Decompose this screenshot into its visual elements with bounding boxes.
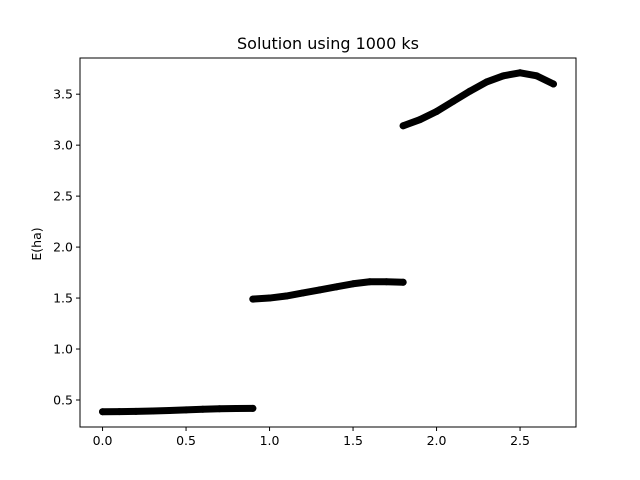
y-tick-label: 2.5 — [53, 189, 73, 204]
y-tick-label: 1.5 — [53, 291, 73, 306]
data-point — [199, 405, 207, 413]
data-point — [115, 408, 123, 416]
x-tick-label: 2.0 — [427, 433, 447, 448]
data-point — [266, 294, 274, 302]
y-tick-label: 2.0 — [53, 240, 73, 255]
axes: 0.0 0.5 1.0 1.5 2.0 2.5 0.5 1.0 1.5 2.0 2.5 3.0 3.5 — [53, 57, 577, 448]
data-point — [533, 72, 541, 80]
data-point — [316, 286, 324, 294]
y-tick-label: 0.5 — [53, 392, 73, 407]
data-point — [516, 69, 524, 77]
series-0-segment-0-line — [99, 404, 257, 416]
data-point — [366, 278, 374, 286]
y-axis-label: E(ha) — [29, 227, 44, 260]
y-tick-label: 1.0 — [53, 342, 73, 357]
data-point — [449, 97, 457, 105]
x-tick-label: 2.5 — [510, 433, 530, 448]
chart-title: Solution using 1000 ks — [237, 34, 419, 53]
data-point — [382, 278, 390, 286]
plot-area — [99, 69, 557, 416]
y-tick-label: 3.5 — [53, 87, 73, 102]
x-tick-label: 1.5 — [343, 433, 363, 448]
data-point — [99, 408, 107, 416]
data-point — [433, 108, 441, 116]
data-point — [232, 404, 240, 412]
data-point — [282, 292, 290, 300]
series-0-segment-2-line — [399, 69, 557, 130]
data-point — [249, 404, 257, 412]
data-point — [182, 406, 190, 414]
axes-frame — [79, 57, 577, 428]
series-0-segment-1-line — [249, 278, 407, 303]
data-point — [132, 407, 140, 415]
data-point — [149, 407, 157, 415]
data-point — [165, 406, 173, 414]
data-point — [466, 87, 474, 95]
data-point — [416, 116, 424, 124]
data-point — [349, 280, 357, 288]
y-tick-label: 3.0 — [53, 138, 73, 153]
data-point — [299, 289, 307, 297]
data-point — [399, 278, 407, 286]
data-point — [483, 78, 491, 86]
data-point — [332, 283, 340, 291]
data-point — [549, 80, 557, 88]
x-tick-label: 1.0 — [260, 433, 280, 448]
data-point — [499, 72, 507, 80]
data-point — [399, 122, 407, 130]
data-point — [215, 405, 223, 413]
data-point — [249, 295, 257, 303]
x-tick-label: 0.5 — [176, 433, 196, 448]
x-tick-label: 0.0 — [93, 433, 113, 448]
